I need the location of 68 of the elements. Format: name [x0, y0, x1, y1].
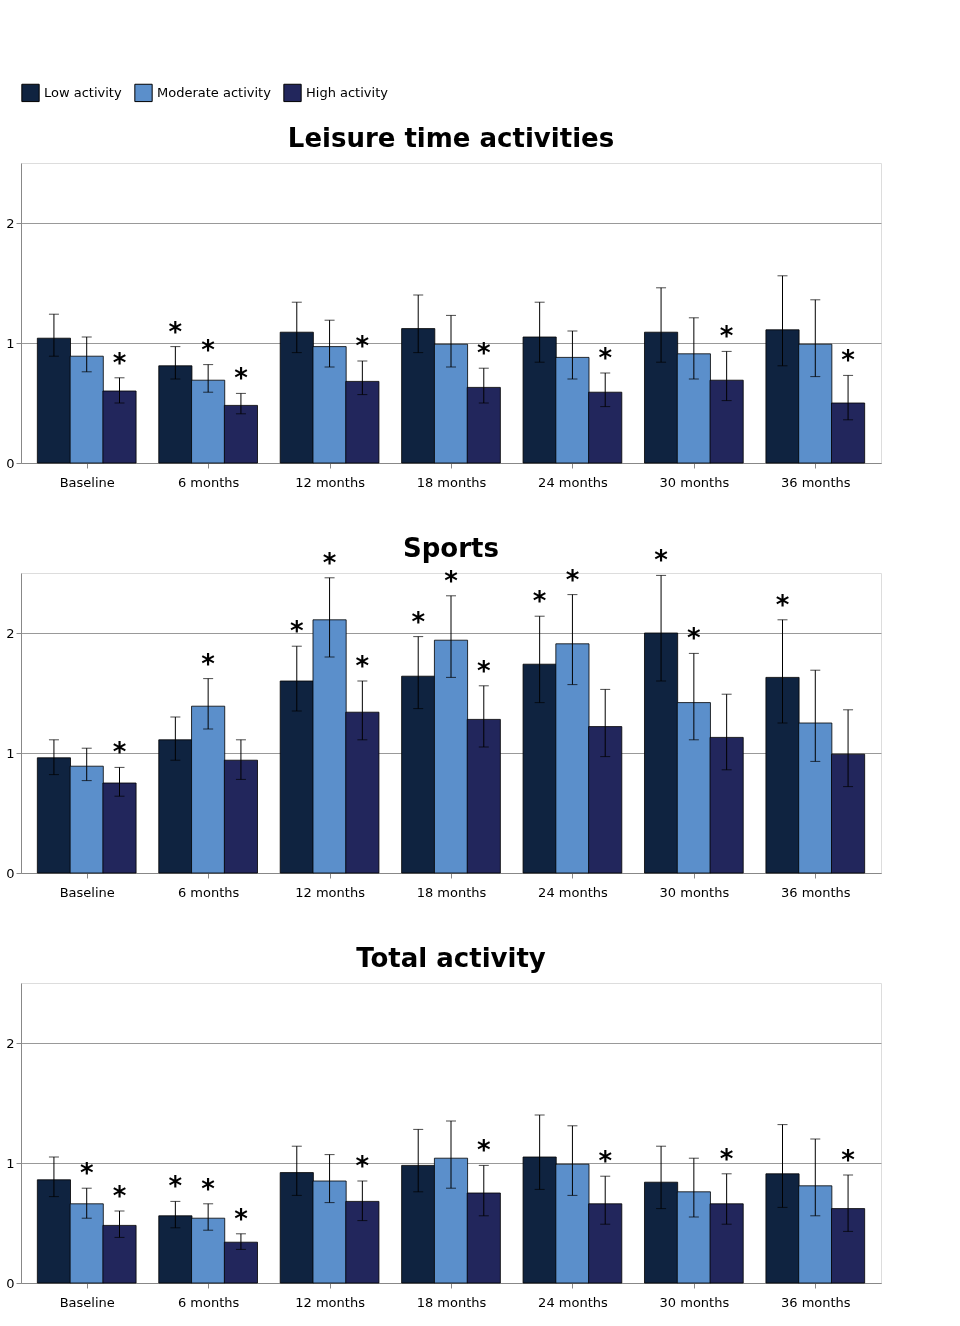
- x-tick-label: 12 months: [295, 884, 366, 900]
- x-tick-label: 18 months: [416, 1294, 487, 1310]
- data-label: *: [598, 343, 613, 373]
- data-label: *: [411, 606, 426, 637]
- data-label: *: [355, 1151, 370, 1181]
- data-label: *: [234, 363, 249, 394]
- x-tick-label: 12 months: [295, 1294, 366, 1310]
- x-tick-label: 36 months: [780, 884, 851, 900]
- x-tick-label: 24 months: [538, 884, 608, 900]
- data-label: *: [719, 321, 734, 352]
- x-tick-label: 30 months: [659, 884, 730, 900]
- data-label: *: [112, 737, 127, 768]
- x-tick-label: 6 months: [177, 884, 240, 900]
- data-label: *: [598, 1146, 613, 1177]
- data-label: *: [532, 586, 547, 617]
- data-label: *: [168, 316, 183, 347]
- data-label: *: [476, 655, 491, 686]
- data-label: *: [112, 347, 127, 378]
- chart-title: Total activity: [356, 943, 546, 973]
- y-tick-label: 0: [6, 1275, 15, 1291]
- data-label: *: [775, 589, 790, 620]
- x-tick-label: Baseline: [59, 474, 115, 490]
- data-label: *: [476, 338, 491, 369]
- x-tick-label: 12 months: [295, 474, 366, 490]
- data-label: *: [201, 648, 216, 679]
- y-tick-label: 2: [6, 625, 15, 641]
- y-tick-label: 1: [6, 335, 15, 351]
- x-tick-label: 18 months: [416, 884, 487, 900]
- chart-title: Sports: [403, 533, 499, 563]
- data-label: *: [79, 1158, 94, 1189]
- legend-label: Low activity: [44, 84, 122, 100]
- legend-label: Moderate activity: [157, 84, 272, 100]
- data-label: *: [168, 1171, 183, 1202]
- data-label: *: [355, 331, 370, 361]
- y-tick-label: 2: [6, 1035, 15, 1051]
- data-label: *: [841, 345, 856, 376]
- y-tick-label: 0: [6, 455, 15, 471]
- data-label: *: [355, 651, 370, 681]
- data-label: *: [565, 564, 580, 595]
- y-tick-label: 2: [6, 215, 15, 231]
- x-tick-label: 30 months: [659, 474, 730, 490]
- data-label: *: [201, 334, 216, 365]
- x-tick-label: 24 months: [538, 1294, 608, 1310]
- x-tick-label: Baseline: [59, 884, 115, 900]
- data-label: *: [444, 565, 459, 596]
- data-label: *: [476, 1135, 491, 1166]
- data-label: *: [687, 623, 702, 654]
- data-label: *: [654, 545, 669, 576]
- x-tick-label: 36 months: [780, 474, 851, 490]
- x-tick-label: 36 months: [780, 1294, 851, 1310]
- data-label: *: [322, 547, 337, 578]
- x-tick-label: Baseline: [59, 1294, 115, 1310]
- y-tick-label: 1: [6, 745, 15, 761]
- x-tick-label: 18 months: [416, 474, 487, 490]
- data-label: *: [234, 1203, 249, 1234]
- data-label: *: [719, 1143, 734, 1174]
- data-label: *: [112, 1181, 127, 1211]
- chart-title: Leisure time activities: [287, 123, 615, 153]
- legend-label: High activity: [306, 84, 389, 100]
- x-tick-label: 6 months: [177, 1294, 240, 1310]
- data-label: *: [841, 1145, 856, 1175]
- x-tick-label: 6 months: [177, 474, 240, 490]
- y-tick-label: 1: [6, 1155, 15, 1171]
- data-label: *: [201, 1173, 216, 1204]
- x-tick-label: 30 months: [659, 1294, 730, 1310]
- data-label: *: [289, 616, 304, 647]
- x-tick-label: 24 months: [538, 474, 608, 490]
- y-tick-label: 0: [6, 865, 15, 881]
